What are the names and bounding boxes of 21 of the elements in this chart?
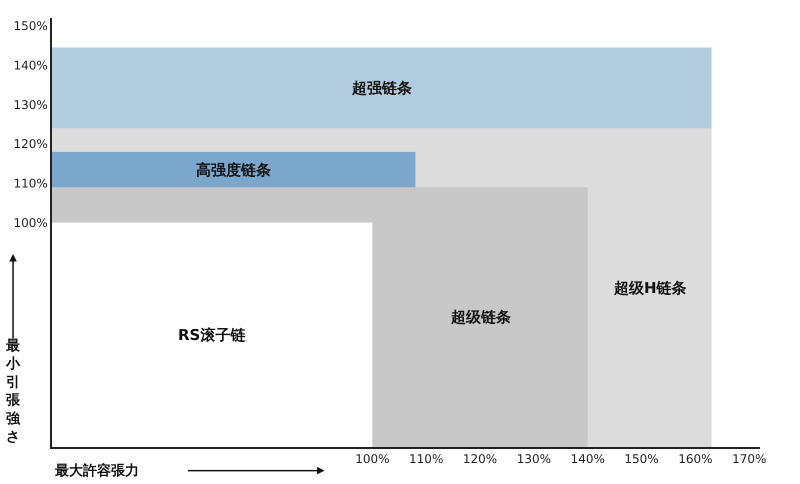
series-label: 高强度链条	[196, 161, 271, 179]
x-tick-label: 120%	[462, 452, 498, 466]
x-tick-label: 150%	[624, 452, 659, 466]
x-tick-label: 110%	[409, 452, 444, 466]
y-tick-label: 100%	[14, 216, 48, 230]
y-tick-label: 140%	[14, 58, 48, 72]
series-label: 超级H链条	[613, 279, 687, 297]
y-tick-label: 130%	[14, 98, 48, 112]
x-tick-label: 170%	[732, 452, 766, 466]
x-tick-label: 130%	[516, 452, 552, 466]
series-label: 超强链条	[351, 79, 412, 97]
x-tick-label: 160%	[678, 452, 713, 466]
series-label: RS滚子链	[178, 326, 246, 344]
y-axis-title: 最小引張強さ	[5, 338, 21, 445]
x-tick-label: 100%	[355, 452, 390, 466]
y-tick-label: 150%	[14, 19, 48, 34]
series-label: 超级链条	[450, 308, 511, 326]
y-tick-label: 110%	[14, 176, 48, 190]
x-tick-label: 140%	[570, 452, 605, 466]
y-tick-label: 120%	[14, 137, 48, 152]
x-axis-title: 最大許容張力	[54, 462, 139, 479]
